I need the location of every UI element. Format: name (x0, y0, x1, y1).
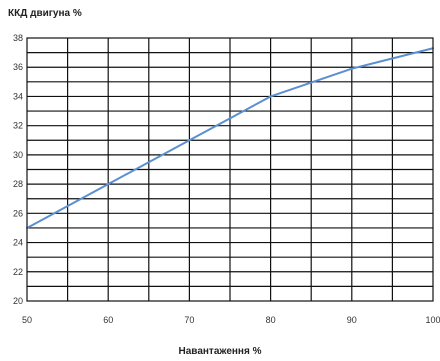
grid (27, 38, 433, 301)
y-tick-label: 30 (13, 150, 23, 160)
x-tick-label: 90 (347, 315, 357, 325)
data-point (269, 95, 272, 98)
y-tick-label: 32 (13, 121, 23, 131)
data-point (350, 67, 353, 70)
x-tick-label: 100 (425, 315, 440, 325)
x-tick-label: 80 (266, 315, 276, 325)
y-tick-label: 28 (13, 179, 23, 189)
y-tick-label: 20 (13, 296, 23, 306)
y-tick-label: 22 (13, 267, 23, 277)
x-axis-label: Навантаження % (178, 346, 262, 357)
tick-labels: 50 60 70 80 90 100 20 22 24 26 28 30 32 34 36 38 (13, 33, 440, 325)
y-tick-label: 26 (13, 208, 23, 218)
x-tick-label: 50 (22, 315, 32, 325)
x-tick-label: 70 (184, 315, 194, 325)
y-axis-label: ККД двигуна % (8, 8, 82, 19)
y-tick-label: 34 (13, 91, 23, 101)
data-point (188, 139, 191, 142)
series-line (26, 47, 434, 229)
y-tick-label: 24 (13, 238, 23, 248)
x-tick-label: 60 (103, 315, 113, 325)
data-point (107, 183, 110, 186)
plot-frame (26, 37, 434, 302)
y-tick-label: 36 (13, 62, 23, 72)
y-tick-label: 38 (13, 33, 23, 43)
